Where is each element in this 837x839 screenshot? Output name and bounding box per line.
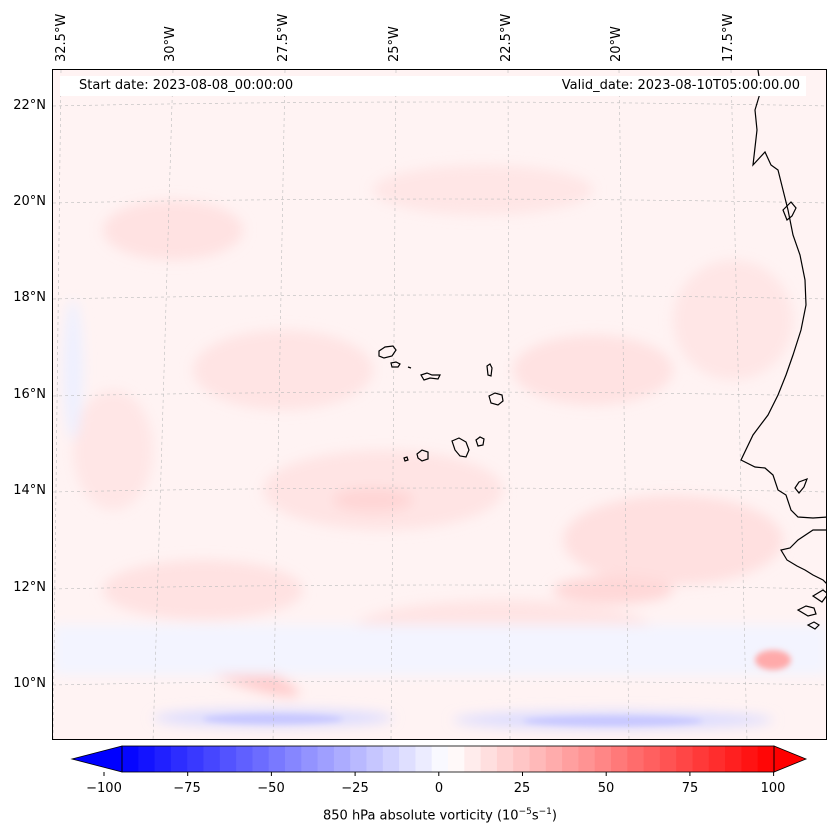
colorbar-cell xyxy=(431,746,449,772)
colorbar-cell xyxy=(692,746,710,772)
colorbar-cell xyxy=(627,746,645,772)
colorbar-cell xyxy=(399,746,416,772)
lon-label-27-5w: 27.5°W xyxy=(276,13,291,62)
lon-label-32-5w: 32.5°W xyxy=(54,13,69,62)
colorbar-cell xyxy=(170,746,188,772)
colorbar-cell xyxy=(496,746,514,772)
colorbar-cell xyxy=(317,746,335,772)
colorbar-cell xyxy=(154,746,172,772)
island-sao-nicolau xyxy=(420,372,441,381)
vorticity-contours xyxy=(53,165,826,729)
colorbar-cell xyxy=(252,746,270,772)
colorbar-cell xyxy=(545,746,563,772)
colorbar-title: 850 hPa absolute vorticity (10−5s−1) xyxy=(323,807,557,824)
coastline-bissagos xyxy=(806,621,820,630)
island-brava xyxy=(403,456,409,462)
colorbar-cell xyxy=(187,746,205,772)
cb-tick-label: 25 xyxy=(513,781,531,796)
cb-tick-label: 0 xyxy=(434,781,444,796)
valid-date-label: Valid_date: 2023-08-10T05:00:00.00 xyxy=(561,78,800,93)
colorbar-cell xyxy=(594,746,612,772)
cb-tick-label: 50 xyxy=(597,781,615,796)
colorbar-min-extend-arrow xyxy=(70,745,123,773)
colorbar-cell xyxy=(203,746,221,772)
island-santiago xyxy=(451,437,470,458)
colorbar-cell xyxy=(513,746,531,772)
colorbar-cell xyxy=(382,746,400,772)
island-sal xyxy=(486,363,493,377)
date-banner xyxy=(60,76,806,96)
coastline-bissagos xyxy=(796,605,817,617)
colorbar-max-extend-arrow xyxy=(773,745,808,773)
colorbar-cell xyxy=(741,746,759,772)
lat-label-12n: 12°N xyxy=(13,580,46,595)
colorbar-outline xyxy=(121,745,775,773)
start-date-label: Start date: 2023-08-08_00:00:00 xyxy=(79,78,294,93)
cb-tick-label: −75 xyxy=(173,781,201,796)
colorbar-cell xyxy=(366,746,384,772)
colorbar-cell xyxy=(236,746,253,772)
colorbar-cell xyxy=(480,746,498,772)
colorbar-cell xyxy=(268,746,286,772)
lon-label-20w: 20°W xyxy=(609,26,624,62)
colorbar-cells xyxy=(122,746,775,772)
vorticity-map xyxy=(53,70,826,739)
colorbar-cell xyxy=(676,746,694,772)
colorbar xyxy=(70,745,808,776)
colorbar-cell xyxy=(757,746,775,772)
island-sao-vicente xyxy=(390,361,401,368)
lat-label-22n: 22°N xyxy=(13,98,46,113)
west-africa-coastline xyxy=(740,70,826,630)
lat-label-20n: 20°N xyxy=(13,194,46,209)
lat-label-14n: 14°N xyxy=(13,483,46,498)
colorbar-cell xyxy=(448,746,465,772)
lat-label-10n: 10°N xyxy=(13,676,46,691)
lon-label-30w: 30°W xyxy=(163,26,178,62)
map-gridlines xyxy=(53,70,826,739)
colorbar-cell xyxy=(122,746,139,772)
colorbar-cell xyxy=(350,746,368,772)
island-maio xyxy=(475,436,485,447)
cb-tick-label: −100 xyxy=(86,781,122,796)
island-santo-antao xyxy=(378,345,397,359)
colorbar-cell xyxy=(659,746,677,772)
colorbar-cell xyxy=(562,746,579,772)
lon-label-22-5w: 22.5°W xyxy=(499,13,514,62)
colorbar-cell xyxy=(708,746,726,772)
coastline-feature xyxy=(794,477,809,494)
colorbar-cell xyxy=(415,746,433,772)
cape-verde-islands xyxy=(378,345,504,462)
colorbar-cell xyxy=(285,746,302,772)
colorbar-cell xyxy=(333,746,351,772)
coastline-guinea xyxy=(811,589,826,603)
colorbar-cell xyxy=(138,746,156,772)
colorbar-cell xyxy=(611,746,628,772)
cb-tick-label: −50 xyxy=(257,781,285,796)
cb-tick-label: 75 xyxy=(681,781,699,796)
lon-label-17-5w: 17.5°W xyxy=(721,13,736,62)
island-santa-luzia xyxy=(407,366,412,369)
coastline-mauritania-senegal xyxy=(740,70,826,584)
cb-tick-label: −25 xyxy=(341,781,369,796)
colorbar-cell xyxy=(643,746,661,772)
colorbar-cell xyxy=(301,746,319,772)
island-boa-vista xyxy=(488,392,504,406)
colorbar-cell xyxy=(578,746,596,772)
lat-label-16n: 16°N xyxy=(13,387,46,402)
island-fogo xyxy=(416,449,429,462)
colorbar-cell xyxy=(725,746,742,772)
lon-label-25w: 25°W xyxy=(387,26,402,62)
map-panel xyxy=(52,69,827,740)
lat-label-18n: 18°N xyxy=(13,290,46,305)
colorbar-cell xyxy=(464,746,482,772)
coastline-feature xyxy=(782,201,797,221)
cb-tick-label: 100 xyxy=(760,781,786,796)
colorbar-cell xyxy=(219,746,237,772)
colorbar-cell xyxy=(529,746,547,772)
colorbar-ticks xyxy=(103,772,775,776)
